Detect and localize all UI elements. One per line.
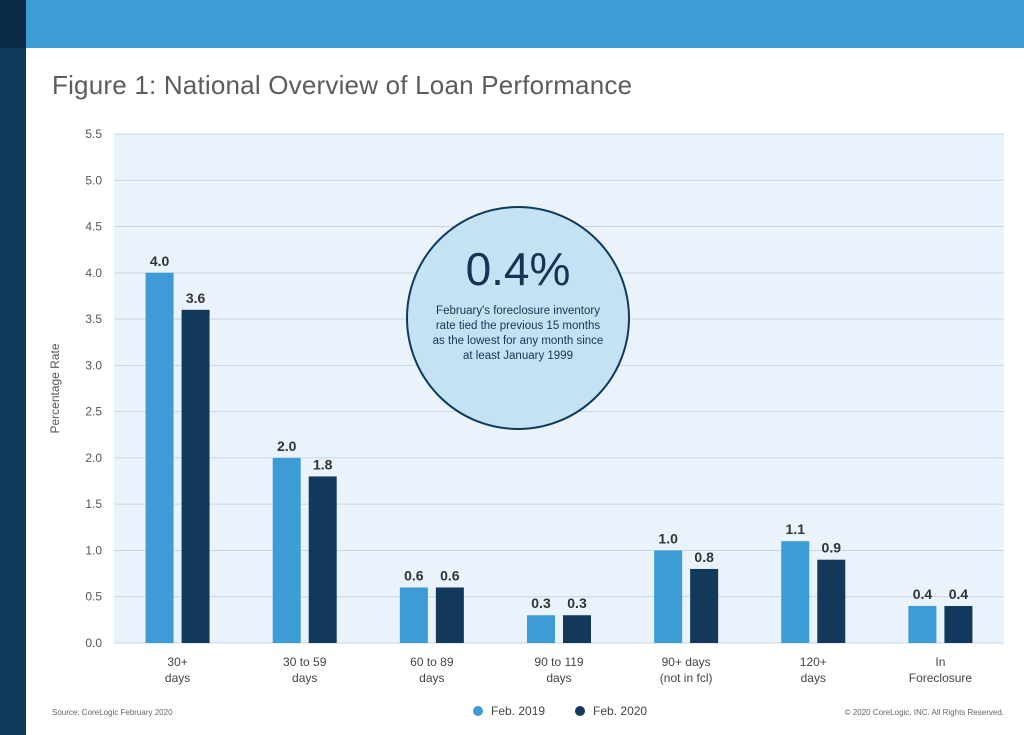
bar-feb-2020	[690, 568, 719, 643]
legend-item-feb-2019: Feb. 2019	[473, 704, 545, 718]
data-label: 0.8	[694, 549, 714, 565]
source-note: Source: CoreLogic February 2020	[52, 708, 173, 717]
bar-feb-2020	[308, 476, 337, 643]
callout-bubble: 0.4% February's foreclosure inventory ra…	[406, 206, 630, 430]
y-tick-label: 2.5	[85, 405, 102, 419]
x-tick-label: days	[546, 671, 571, 685]
bar-feb-2019	[908, 605, 937, 643]
x-tick-label: 120+	[800, 655, 827, 669]
x-tick-label: 90+ days	[662, 655, 711, 669]
y-tick-label: 2.0	[85, 451, 102, 465]
legend: Feb. 2019 Feb. 2020	[473, 704, 647, 718]
x-tick-label: 60 to 89	[410, 655, 454, 669]
side-bar	[0, 0, 26, 735]
bar-feb-2020	[563, 615, 591, 643]
x-tick-label: days	[165, 671, 190, 685]
y-tick-label: 1.0	[85, 543, 102, 557]
legend-label-feb-2020: Feb. 2020	[593, 704, 648, 718]
y-tick-label: 3.0	[85, 358, 102, 372]
bar-feb-2019	[654, 550, 683, 643]
data-label: 1.8	[313, 456, 333, 472]
bar-feb-2020	[181, 309, 210, 643]
data-label: 2.0	[277, 438, 297, 454]
data-label: 0.9	[822, 540, 842, 556]
x-tick-label: days	[292, 671, 317, 685]
x-tick-label: days	[419, 671, 444, 685]
x-tick-label: 30+	[167, 655, 187, 669]
bar-feb-2019	[781, 541, 810, 643]
x-tick-label: In	[935, 655, 945, 669]
x-tick-label: (not in fcl)	[660, 671, 713, 685]
callout-text: February's foreclosure inventory rate ti…	[432, 305, 604, 362]
bar-feb-2020	[817, 559, 846, 643]
y-tick-label: 0.5	[85, 590, 102, 604]
y-axis-label: Percentage Rate	[48, 343, 62, 433]
data-label: 0.3	[531, 595, 551, 611]
data-label: 0.3	[567, 595, 587, 611]
bar-feb-2019	[272, 457, 301, 643]
data-label: 0.4	[949, 586, 969, 602]
legend-dot-feb-2020	[575, 706, 586, 716]
data-label: 3.6	[186, 290, 206, 306]
copyright-note: © 2020 CoreLogic, INC. All Rights Reserv…	[844, 708, 1004, 717]
y-tick-label: 5.0	[85, 173, 102, 187]
chart-title: Figure 1: National Overview of Loan Perf…	[52, 70, 633, 100]
callout-value: 0.4%	[465, 243, 571, 295]
y-tick-label: 3.5	[85, 312, 102, 326]
data-label: 0.6	[404, 567, 424, 583]
y-tick-label: 4.0	[85, 266, 102, 280]
bar-feb-2019	[399, 587, 428, 643]
side-bar-cap	[0, 0, 26, 48]
bar-feb-2019	[527, 615, 555, 643]
legend-dot-feb-2019	[473, 706, 483, 716]
y-tick-label: 5.5	[85, 127, 102, 141]
header-bar	[0, 0, 1024, 48]
y-tick-label: 1.5	[85, 497, 102, 511]
x-tick-label: 90 to 119	[534, 655, 583, 669]
x-tick-label: Foreclosure	[909, 671, 973, 685]
bar-feb-2020	[944, 605, 973, 643]
bar-feb-2019	[145, 272, 174, 643]
data-label: 0.4	[913, 586, 933, 602]
y-tick-label: 0.0	[85, 636, 102, 650]
data-label: 1.1	[786, 521, 806, 537]
bar-feb-2020	[435, 587, 464, 643]
data-label: 0.6	[440, 567, 460, 583]
legend-label-feb-2019: Feb. 2019	[491, 704, 546, 718]
y-tick-label: 4.5	[85, 220, 102, 234]
legend-item-feb-2020: Feb. 2020	[575, 704, 647, 718]
x-tick-label: 30 to 59	[283, 655, 327, 669]
x-tick-label: days	[801, 671, 826, 685]
data-label: 4.0	[150, 253, 170, 269]
data-label: 1.0	[658, 530, 678, 546]
